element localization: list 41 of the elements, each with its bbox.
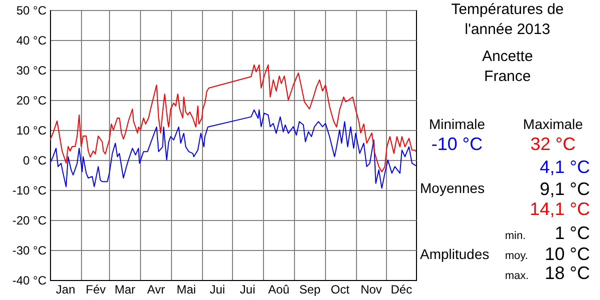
x-tick-label: Déc (390, 282, 412, 296)
text: min. (505, 230, 526, 242)
x-tick-label: Mai (176, 282, 196, 296)
line-series (50, 109, 416, 189)
x-tick-label: Jui (210, 282, 226, 296)
y-tick-label: 10 °C (16, 124, 47, 138)
text: 9,1 °C (540, 179, 590, 200)
y-tick-label: 0 °C (23, 154, 47, 168)
x-tick-label: Jui (240, 282, 256, 296)
text: -10 °C (431, 134, 483, 155)
y-tick-label: -20 °C (12, 214, 47, 228)
x-tick-label: Fév (86, 282, 106, 296)
y-tick-label: 50 °C (16, 4, 47, 18)
x-tick-label: Mar (114, 282, 136, 296)
x-tick-label: Aoû (268, 282, 290, 296)
text: Maximale (523, 116, 583, 132)
text: 18 °C (544, 263, 590, 284)
x-tick-label: Avr (147, 282, 165, 296)
x-tick-label: Oct (330, 282, 350, 296)
x-tick-label: Sep (299, 282, 321, 296)
text: 14,1 °C (530, 199, 590, 220)
text: Températures de l'année 2013 (450, 0, 565, 40)
y-tick-label: 30 °C (16, 64, 47, 78)
text: Moyennes (420, 180, 485, 196)
text: Minimale (428, 116, 485, 132)
line-series (50, 64, 416, 172)
x-tick-label: Nov (360, 282, 382, 296)
text: 32 °C (530, 134, 576, 155)
text: Amplitudes (420, 246, 490, 262)
x-tick-label: Jan (56, 282, 76, 296)
y-tick-label: 20 °C (16, 94, 47, 108)
y-tick-label: -30 °C (12, 244, 47, 258)
y-tick-label: -40 °C (12, 274, 47, 288)
text: 10 °C (544, 244, 590, 265)
text: Ancette France (481, 47, 534, 87)
text: max. (505, 270, 529, 282)
text: moy. (505, 250, 528, 262)
y-tick-label: -10 °C (12, 184, 47, 198)
y-tick-label: 40 °C (16, 34, 47, 48)
text: 1 °C (554, 223, 590, 244)
text: 4,1 °C (540, 157, 590, 178)
